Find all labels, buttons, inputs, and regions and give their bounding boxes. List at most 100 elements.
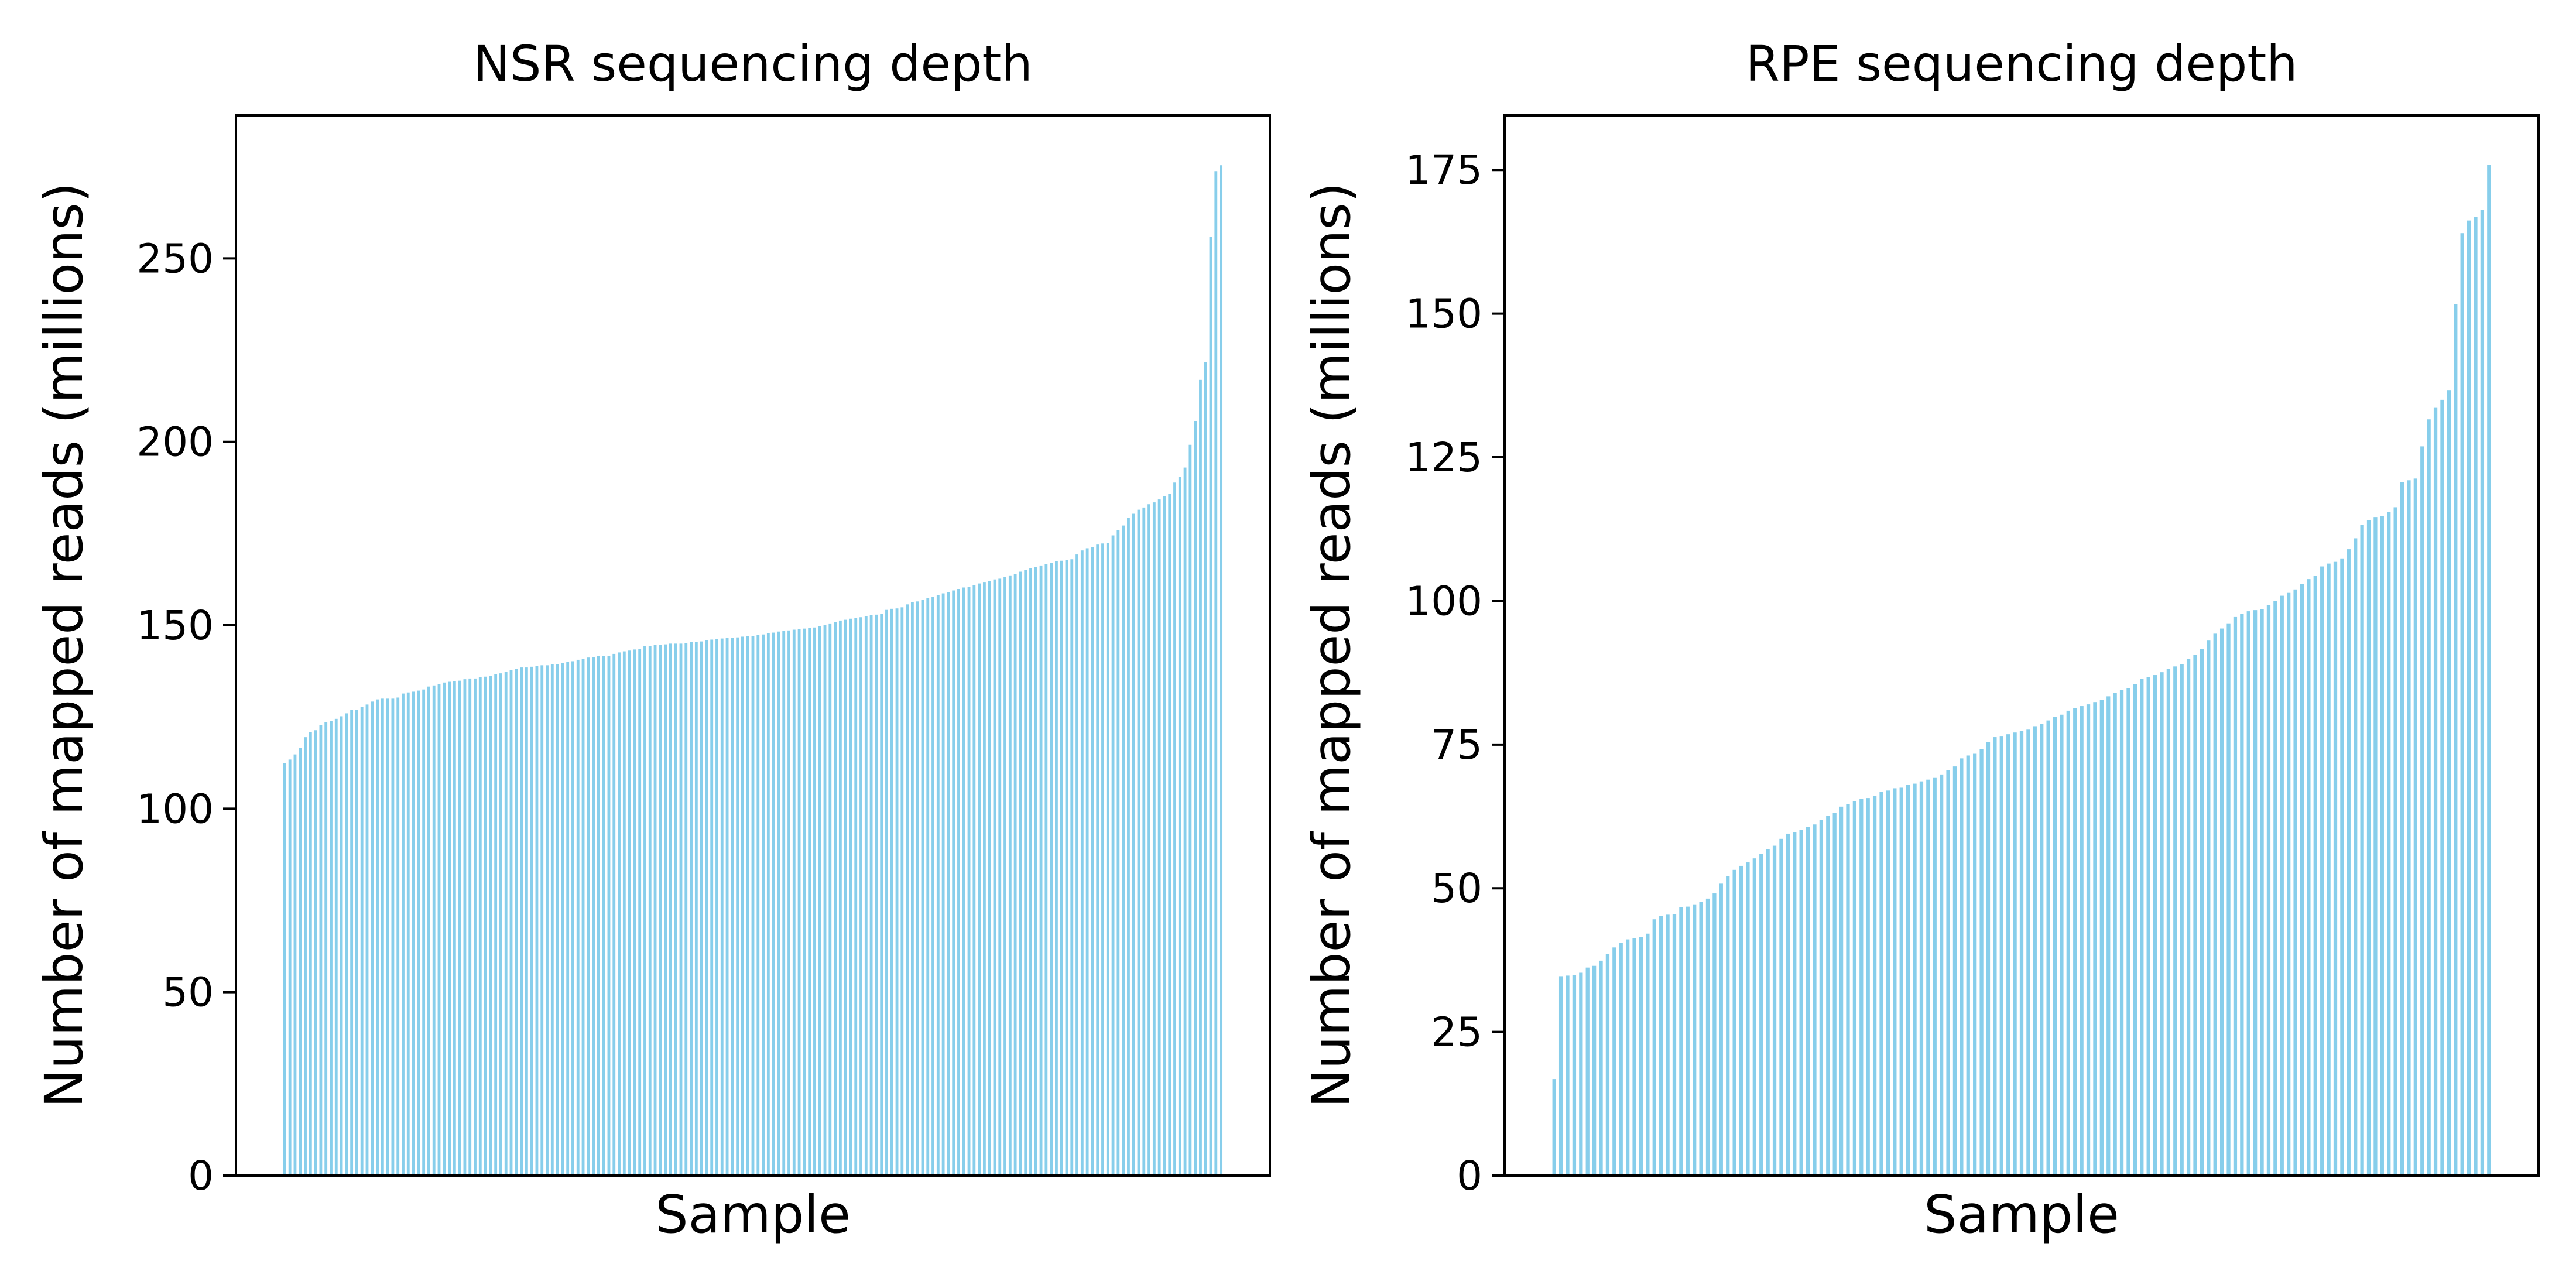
x-axis-label: Sample [1924, 1184, 2119, 1245]
bar [581, 659, 585, 1176]
bar [2153, 675, 2157, 1176]
bar [885, 609, 888, 1176]
bar [499, 673, 502, 1176]
bar [1819, 820, 1824, 1176]
bar [2287, 592, 2291, 1176]
chart-title: RPE sequencing depth [1746, 35, 2298, 93]
bar [1913, 783, 1917, 1176]
bar [664, 644, 667, 1176]
bar [1612, 947, 1616, 1176]
bar [2487, 165, 2491, 1176]
bar [2320, 566, 2324, 1176]
bar [1933, 777, 1937, 1176]
bar [628, 650, 631, 1176]
bar [875, 614, 878, 1176]
bar [489, 676, 492, 1176]
bar [2293, 589, 2297, 1176]
bar [674, 643, 677, 1176]
bar [813, 627, 816, 1176]
bar [504, 672, 508, 1176]
bar [1679, 907, 1683, 1176]
bar [1712, 893, 1717, 1176]
bar [324, 722, 328, 1176]
bar [1024, 570, 1027, 1176]
bar [546, 665, 549, 1176]
bar [854, 618, 858, 1176]
bar [916, 601, 919, 1176]
bar [633, 649, 636, 1176]
bar [2006, 734, 2010, 1176]
bar [1085, 548, 1089, 1176]
bar [468, 678, 472, 1176]
bar [993, 579, 996, 1176]
bar [576, 659, 580, 1176]
bar [2046, 720, 2050, 1176]
bar [643, 646, 646, 1176]
bar [1065, 560, 1068, 1176]
bar [2460, 233, 2464, 1176]
bar [2413, 478, 2417, 1176]
chart-title: NSR sequencing depth [473, 35, 1032, 93]
bar [823, 625, 827, 1176]
bar [741, 636, 744, 1176]
bar [972, 585, 976, 1176]
bar [638, 649, 642, 1176]
bar [1080, 550, 1084, 1176]
chart-nsr: NSR sequencing depth 0 50 100 150 200 250 Sam… [33, 35, 1271, 1245]
bar [371, 701, 374, 1176]
bar [2393, 507, 2397, 1176]
bar [1034, 567, 1037, 1176]
bar [2093, 702, 2097, 1176]
bar [1839, 806, 1844, 1176]
bar [1209, 237, 1212, 1176]
bar [659, 645, 662, 1176]
bar [1019, 571, 1022, 1176]
bar [1194, 420, 1197, 1176]
bar [1779, 838, 1783, 1176]
bar [2340, 558, 2344, 1176]
bar [1893, 788, 1897, 1176]
y-ticks: 0 25 50 75 100 125 150 175 [1405, 147, 1505, 1200]
bar [2086, 704, 2091, 1176]
bar [1220, 165, 1223, 1176]
bar [1173, 482, 1176, 1176]
bar [1693, 904, 1697, 1176]
bar [869, 615, 873, 1176]
bar [1055, 561, 1058, 1176]
bar [705, 640, 708, 1176]
y-tick-label: 50 [1431, 865, 1482, 912]
bar [396, 697, 400, 1176]
bar [2307, 579, 2311, 1176]
bar [1050, 563, 1053, 1176]
bar [1852, 801, 1857, 1176]
bar [2260, 609, 2264, 1176]
bar [2099, 700, 2104, 1176]
bar [618, 652, 621, 1176]
bar [293, 754, 297, 1176]
bar [700, 641, 703, 1176]
bar [2186, 659, 2191, 1176]
bar [1973, 753, 1977, 1176]
bar [787, 630, 790, 1176]
y-ticks: 0 50 100 150 200 250 [136, 235, 236, 1200]
bar [1214, 171, 1218, 1176]
plot-frame [235, 114, 1271, 1177]
bar [2300, 584, 2304, 1176]
bar [350, 710, 354, 1176]
bar [679, 643, 683, 1176]
bar [1979, 749, 1984, 1176]
bar [2280, 595, 2284, 1176]
bar [2240, 614, 2244, 1176]
bar [936, 595, 940, 1176]
bar [926, 598, 930, 1176]
bar [2133, 684, 2137, 1176]
bar [2454, 304, 2458, 1176]
bar [1152, 502, 1156, 1176]
y-tick-label: 125 [1405, 434, 1482, 481]
bar [962, 587, 965, 1176]
bar [1813, 824, 1817, 1176]
bar [931, 597, 934, 1176]
bar [2246, 611, 2250, 1176]
bar [2480, 210, 2485, 1176]
